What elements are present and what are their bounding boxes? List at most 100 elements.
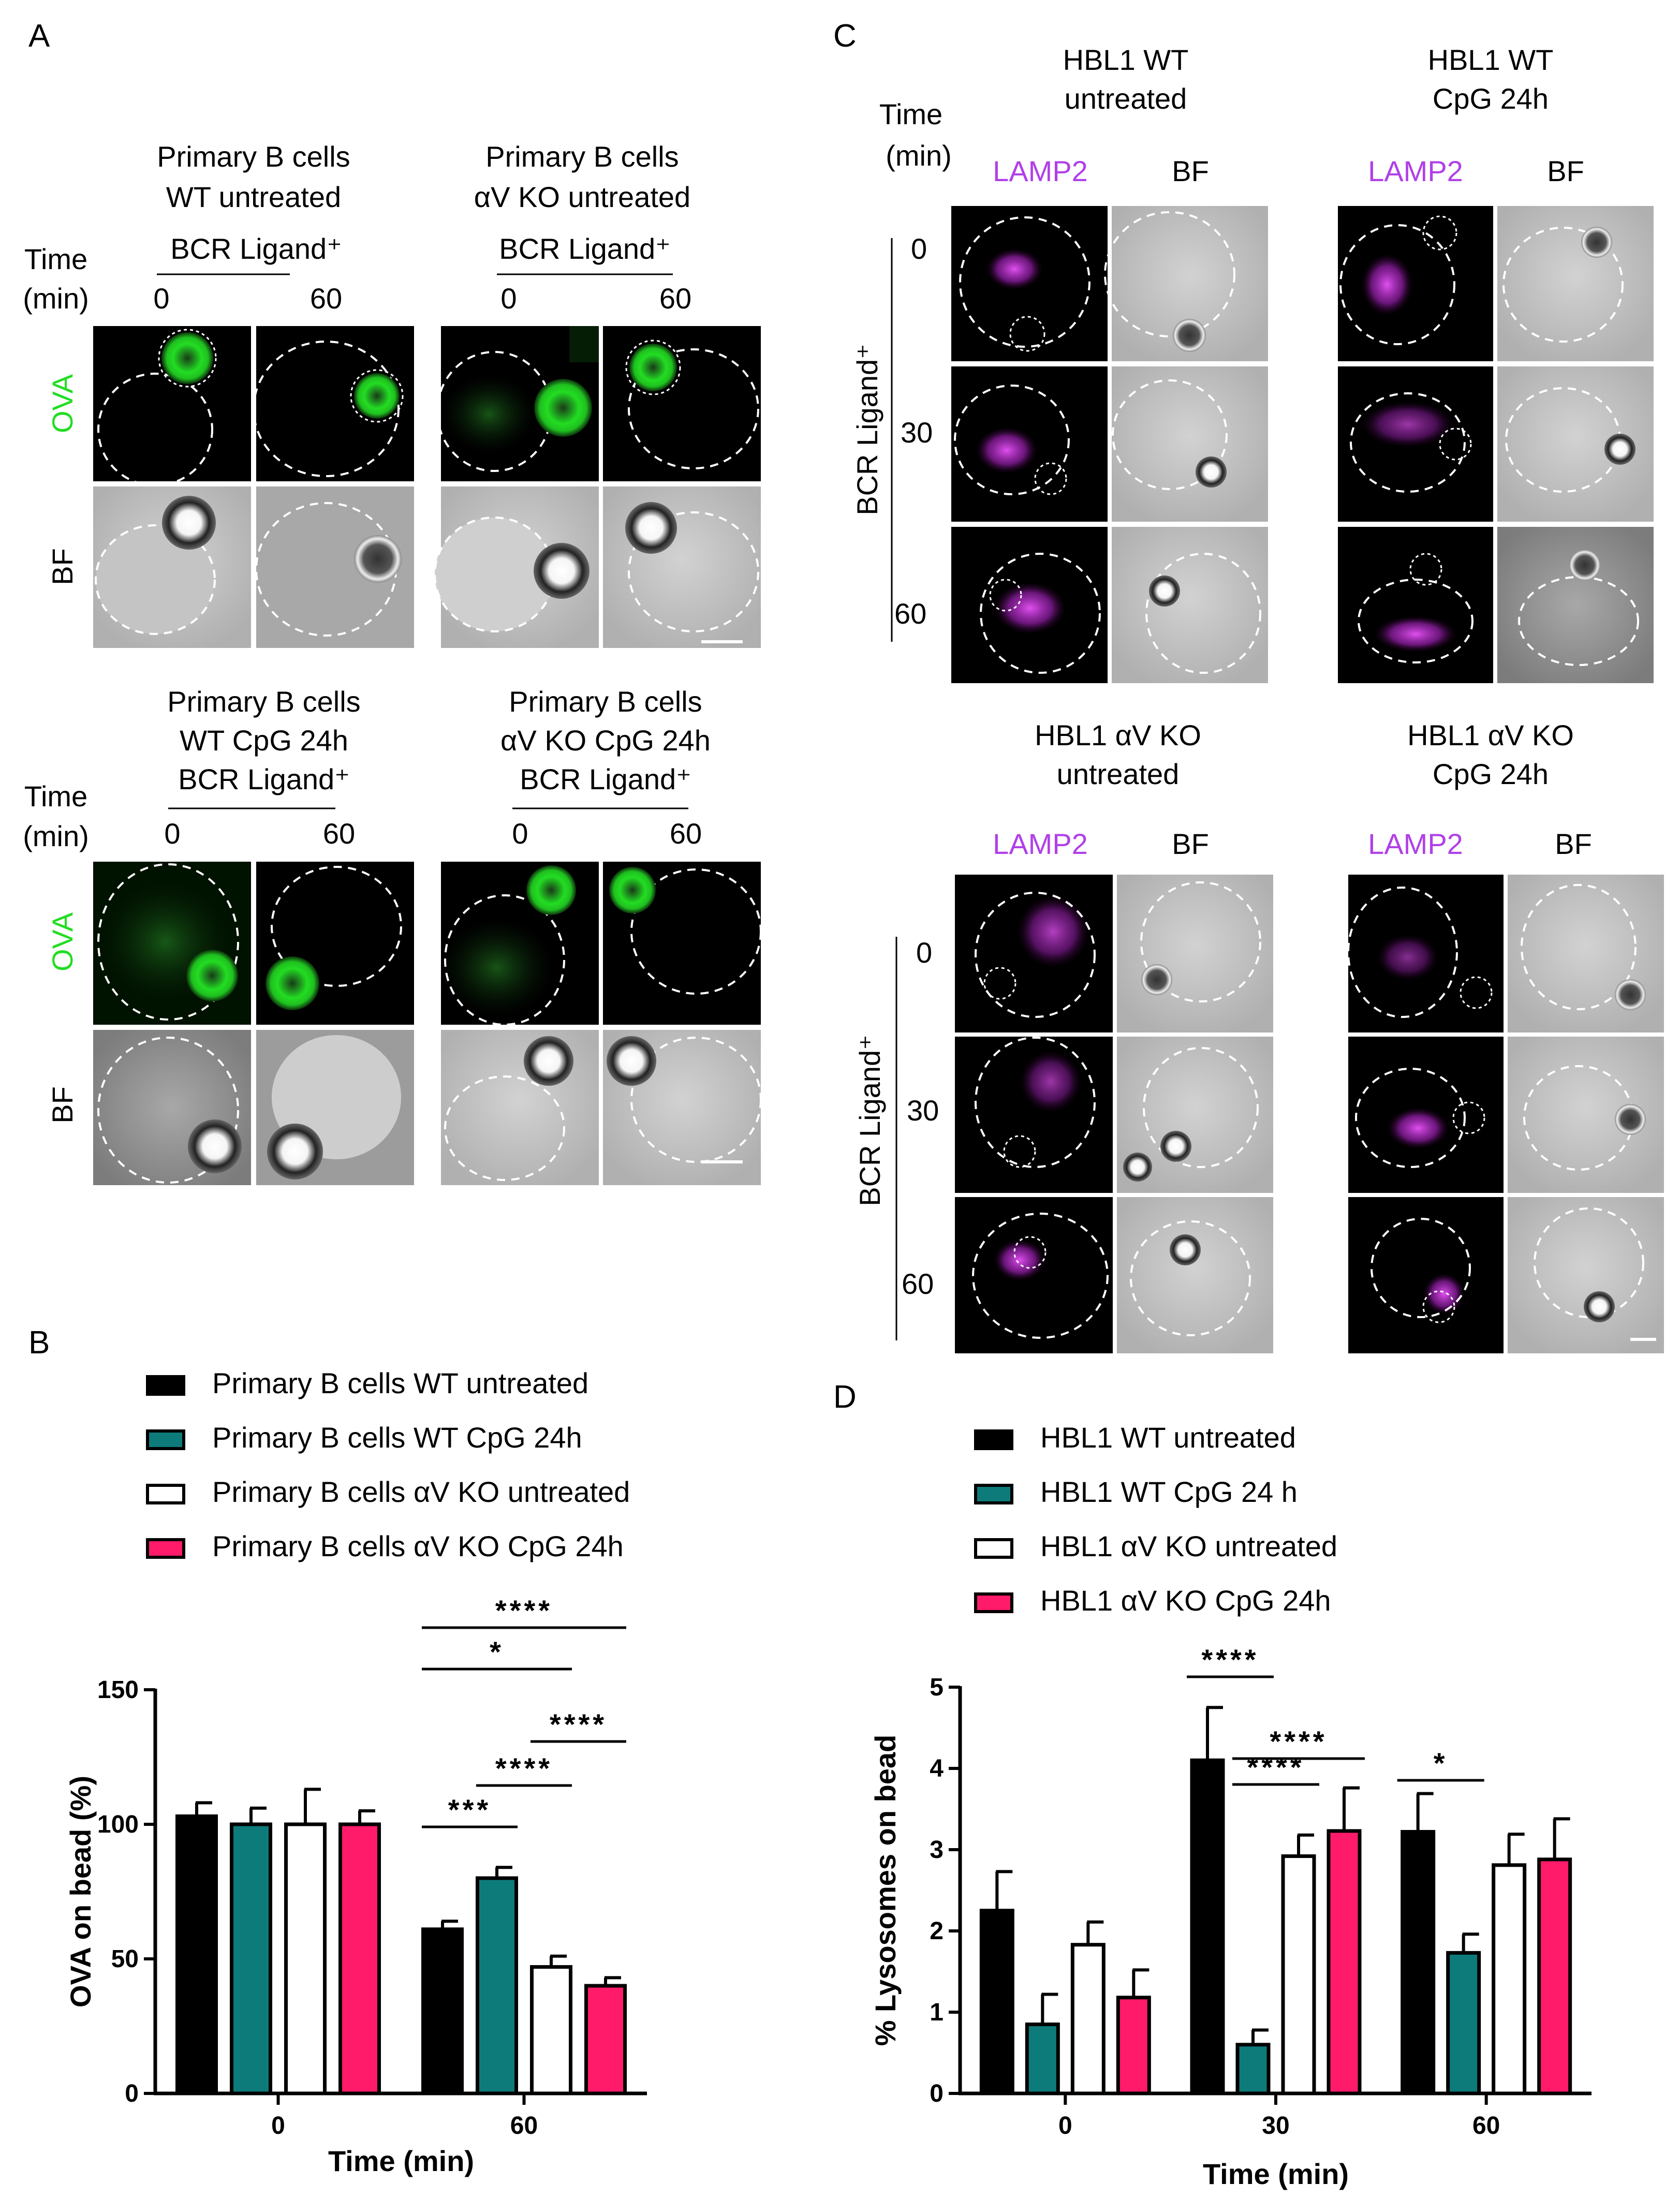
- x-tick-label: 0: [1058, 2112, 1072, 2139]
- time-label-top: Time: [24, 243, 87, 275]
- significance-label: ****: [1201, 1643, 1259, 1676]
- legend-label: Primary B cells WT CpG 24h: [212, 1421, 582, 1454]
- y-tick-label: 4: [930, 1755, 944, 1782]
- bf-image-g2-t60: [603, 486, 761, 648]
- min-label-top: (min): [23, 282, 89, 315]
- panel-a-letter: A: [28, 18, 50, 54]
- legend-label: HBL1 WT untreated: [1040, 1421, 1296, 1454]
- panel-c-letter: C: [833, 18, 857, 54]
- bf-image-g3-t0: [93, 1030, 251, 1185]
- x-axis-label: Time (min): [1203, 2158, 1349, 2190]
- bar: [175, 1814, 218, 2095]
- c-g3-line2: untreated: [1057, 758, 1180, 790]
- legend-label: Primary B cells αV KO untreated: [212, 1475, 630, 1508]
- group1-ligand: BCR Ligand⁺: [170, 232, 342, 265]
- panel-d-chart: D HBL1 WT untreated HBL1 WT CpG 24 h HBL1 α…: [833, 1379, 1591, 2190]
- row-label-bf-top: BF: [46, 548, 79, 585]
- panel-a-top-headers: Primary B cells WT untreated Primary B c…: [157, 140, 690, 265]
- bf-image-g4-t60: [603, 1030, 762, 1185]
- group1-line1: Primary B cells: [157, 140, 350, 173]
- c-g3-col-lamp2: LAMP2: [993, 828, 1088, 860]
- group2-ligand: BCR Ligand⁺: [499, 232, 671, 265]
- legend-swatch: [974, 1538, 1013, 1559]
- legend-label: HBL1 αV KO CpG 24h: [1040, 1584, 1331, 1617]
- significance-label: ****: [550, 1708, 607, 1740]
- bf-image-g1-t60: [255, 486, 414, 648]
- bar: [1190, 1758, 1225, 2095]
- legend-label: HBL1 αV KO untreated: [1040, 1530, 1337, 1562]
- c-g4-line1: HBL1 αV KO: [1407, 719, 1574, 751]
- panel-c: C HBL1 WT untreated HBL1 WT CpG 24h Time…: [833, 18, 1664, 1353]
- c-g1-line2: untreated: [1065, 82, 1187, 115]
- significance-label: ****: [1270, 1725, 1327, 1758]
- c-top-t30: 30: [901, 416, 933, 449]
- bf-image-g4-t0: [441, 1030, 599, 1185]
- legend-swatch: [146, 1538, 185, 1559]
- group2-t0: 0: [500, 282, 517, 315]
- legend-swatch: [974, 1592, 1013, 1613]
- c-g1-col-lamp2: LAMP2: [993, 155, 1088, 187]
- bar: [421, 1927, 464, 2095]
- c-bottom-grid: [955, 875, 1664, 1353]
- y-tick-label: 0: [125, 2080, 139, 2107]
- y-axis-label: OVA on bead (%): [64, 1776, 97, 2008]
- bar: [1492, 1863, 1527, 2095]
- ova-image-g4-t60: [603, 862, 762, 1025]
- panel-a: A Primary B cells WT untreated Primary B…: [23, 18, 762, 1185]
- group1-t0: 0: [153, 282, 169, 315]
- group4-line2: αV KO CpG 24h: [500, 724, 711, 757]
- c-g3-line1: HBL1 αV KO: [1035, 719, 1201, 751]
- group2-t60: 60: [659, 282, 691, 315]
- panel-d-letter: D: [833, 1379, 857, 1415]
- bar: [1281, 1854, 1316, 2095]
- c-g4-col-bf: BF: [1555, 828, 1592, 860]
- c-top-ligand: BCR Ligand⁺: [851, 344, 883, 515]
- c-g3-col-bf: BF: [1172, 828, 1209, 860]
- group3-t0: 0: [164, 817, 180, 850]
- c-bottom-t30: 30: [907, 1094, 939, 1127]
- bar: [1446, 1951, 1481, 2095]
- ova-image-g2-t60: [603, 326, 761, 481]
- significance-label: ****: [495, 1752, 553, 1784]
- x-tick-label: 30: [1262, 2112, 1289, 2139]
- row-label-ova-top: OVA: [46, 374, 79, 433]
- bar: [1116, 1996, 1151, 2095]
- group3-t60: 60: [323, 817, 355, 850]
- bar: [530, 1965, 572, 2095]
- c-g2-col-bf: BF: [1547, 155, 1584, 187]
- row-label-bf-bottom: BF: [46, 1086, 79, 1124]
- c-top-t60: 60: [894, 597, 926, 630]
- significance-label: ****: [1247, 1751, 1304, 1783]
- bar: [230, 1822, 272, 2095]
- ova-image-g1-t60: [253, 326, 414, 481]
- c-g2-line2: CpG 24h: [1433, 82, 1549, 115]
- bar: [1401, 1829, 1436, 2095]
- c-bottom-t60: 60: [902, 1267, 934, 1300]
- bar: [1070, 1943, 1106, 2095]
- c-top-grid: [951, 206, 1654, 683]
- bar: [338, 1822, 381, 2095]
- bf-image-g3-t60: [256, 1030, 414, 1185]
- x-tick-label: 60: [510, 2112, 538, 2139]
- c-top-t0: 0: [911, 232, 927, 265]
- bar: [284, 1822, 327, 2095]
- group1-line2: WT untreated: [166, 181, 341, 213]
- ova-image-g3-t0: [93, 862, 251, 1025]
- legend-swatch: [146, 1484, 185, 1504]
- bar: [1235, 2043, 1271, 2095]
- bar: [476, 1876, 518, 2095]
- legend-label: Primary B cells αV KO CpG 24h: [212, 1530, 624, 1562]
- min-label-bottom: (min): [23, 820, 89, 852]
- legend-swatch: [146, 1375, 185, 1396]
- group3-ligand: BCR Ligand⁺: [178, 763, 350, 795]
- group2-line2: αV KO untreated: [474, 181, 690, 213]
- y-tick-label: 5: [930, 1674, 944, 1701]
- y-tick-label: 2: [930, 1917, 944, 1945]
- y-tick-label: 3: [930, 1836, 944, 1864]
- group4-ligand: BCR Ligand⁺: [520, 763, 691, 795]
- c-bottom-t0: 0: [916, 936, 932, 969]
- ova-image-g2-t0: [436, 326, 599, 481]
- significance-label: ***: [448, 1793, 491, 1826]
- ova-image-g1-t0: [93, 326, 251, 486]
